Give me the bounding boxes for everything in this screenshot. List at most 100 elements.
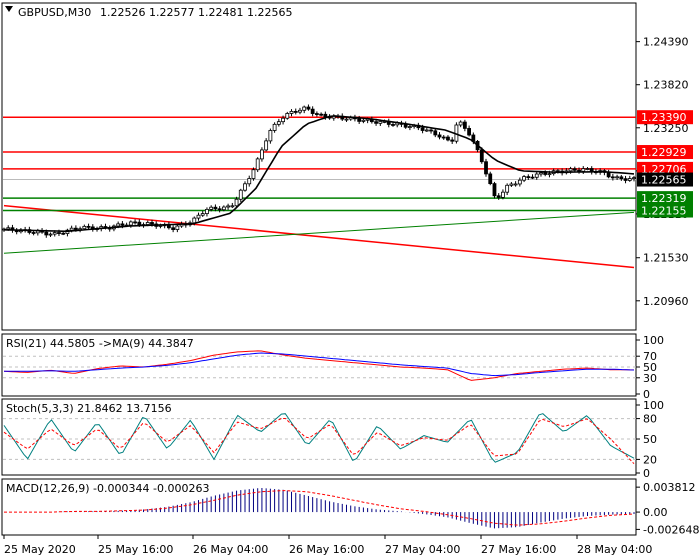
candle-body — [298, 109, 302, 113]
candle-body — [467, 128, 472, 136]
candle-body — [221, 206, 226, 211]
axis-tick-label: 100 — [643, 334, 664, 347]
candle-body — [137, 221, 142, 226]
candle-body — [420, 127, 425, 131]
candle-body — [568, 168, 573, 172]
candle-body — [192, 217, 197, 224]
time-axis: 25 May 2020 25 May 16:00 26 May 04:00 26 Ma… — [3, 535, 652, 556]
candle-body — [57, 232, 61, 234]
candle-body — [513, 183, 518, 186]
indicator-line — [3, 350, 634, 381]
axis-tick-label: 20 — [643, 453, 657, 466]
macd-panel[interactable] — [1, 478, 637, 536]
price-panel[interactable] — [1, 2, 637, 331]
candle-body — [501, 191, 505, 198]
candle-body — [217, 208, 222, 211]
candle-body — [238, 189, 243, 200]
candle-body — [479, 149, 484, 163]
candle-body — [441, 136, 446, 139]
candle-body — [69, 227, 74, 231]
trendline — [3, 211, 635, 254]
candle-body — [408, 126, 412, 128]
trendline — [3, 204, 635, 269]
candle-body — [52, 232, 57, 235]
candle-body — [145, 222, 150, 225]
stoch-title: Stoch(5,3,3) 21.8462 13.7156 — [6, 402, 172, 415]
candle-body — [48, 233, 53, 236]
candle-body — [581, 168, 586, 172]
candle-body — [175, 225, 180, 230]
rsi-panel[interactable] — [1, 333, 637, 397]
time-tick-label: 27 May 04:00 — [385, 543, 460, 556]
axis-tick-label: 30 — [643, 372, 657, 385]
axis-tick-label: 80 — [643, 413, 657, 426]
candle-body — [116, 223, 121, 227]
candle-body — [86, 225, 91, 228]
candle-body — [505, 184, 510, 193]
price-axis: 1.243901.238201.232501.226801.221101.215… — [636, 36, 693, 308]
candle-body — [344, 118, 349, 121]
candle-body — [293, 110, 298, 113]
candle-body — [619, 176, 624, 180]
price-tick-label: 1.24390 — [643, 36, 689, 49]
candle-body — [319, 113, 324, 116]
candle-body — [615, 176, 619, 179]
candle-body — [171, 227, 176, 230]
candle-body — [374, 121, 378, 124]
moving-average-line — [3, 115, 635, 233]
candle-body — [543, 172, 548, 175]
candle-body — [517, 179, 522, 185]
price-tick-label: 1.23250 — [643, 122, 689, 135]
candle-body — [234, 198, 239, 207]
axis-tick-label: 70 — [643, 350, 657, 363]
candle-body — [82, 225, 87, 230]
candle-body — [281, 117, 285, 123]
candle-body — [205, 208, 209, 214]
candle-body — [484, 161, 488, 175]
candle-body — [285, 113, 290, 119]
candle-body — [272, 123, 277, 131]
candle-body — [196, 214, 201, 219]
candle-body — [255, 158, 260, 171]
candle-body — [547, 173, 552, 176]
candle-body — [391, 124, 395, 126]
macd-signal-line — [4, 490, 635, 526]
time-tick-label: 25 May 2020 — [4, 543, 76, 556]
candle-body — [302, 106, 307, 111]
candle-body — [429, 129, 433, 132]
axis-tick-label: 0.003812 — [643, 481, 696, 494]
last-price-label: 1.22565 — [641, 174, 687, 187]
candle-body — [606, 172, 611, 178]
candle-body — [577, 169, 581, 172]
candle-body — [488, 173, 493, 185]
candle-body — [200, 213, 205, 216]
axis-tick-label: 0.00 — [643, 506, 668, 519]
candle-body — [632, 177, 636, 180]
candle-body — [251, 169, 256, 179]
candle-body — [522, 176, 526, 181]
axis-tick-label: 50 — [643, 361, 657, 374]
candle-body — [610, 176, 615, 179]
candle-body — [572, 168, 577, 171]
collapse-triangle-icon[interactable] — [5, 6, 13, 12]
axis-tick-label: 100 — [643, 399, 664, 412]
level-price-box — [637, 145, 693, 160]
axis-tick-label: 0 — [643, 467, 650, 480]
candle-body — [526, 176, 531, 179]
candle-body — [450, 139, 455, 142]
candle-body — [310, 108, 315, 114]
candle-body — [539, 172, 543, 175]
candle-body — [585, 168, 590, 170]
price-plot-area — [2, 104, 636, 269]
candle-body — [424, 129, 429, 132]
candle-body — [530, 176, 535, 179]
candle-body — [61, 232, 66, 235]
candle-body — [623, 178, 628, 181]
candle-body — [128, 221, 133, 226]
candle-body — [446, 136, 450, 141]
axis-tick-label: 50 — [643, 433, 657, 446]
symbol-timeframe: GBPUSD,M30 — [18, 6, 91, 19]
candle-body — [403, 123, 408, 128]
time-tick-label: 28 May 04:00 — [577, 543, 652, 556]
